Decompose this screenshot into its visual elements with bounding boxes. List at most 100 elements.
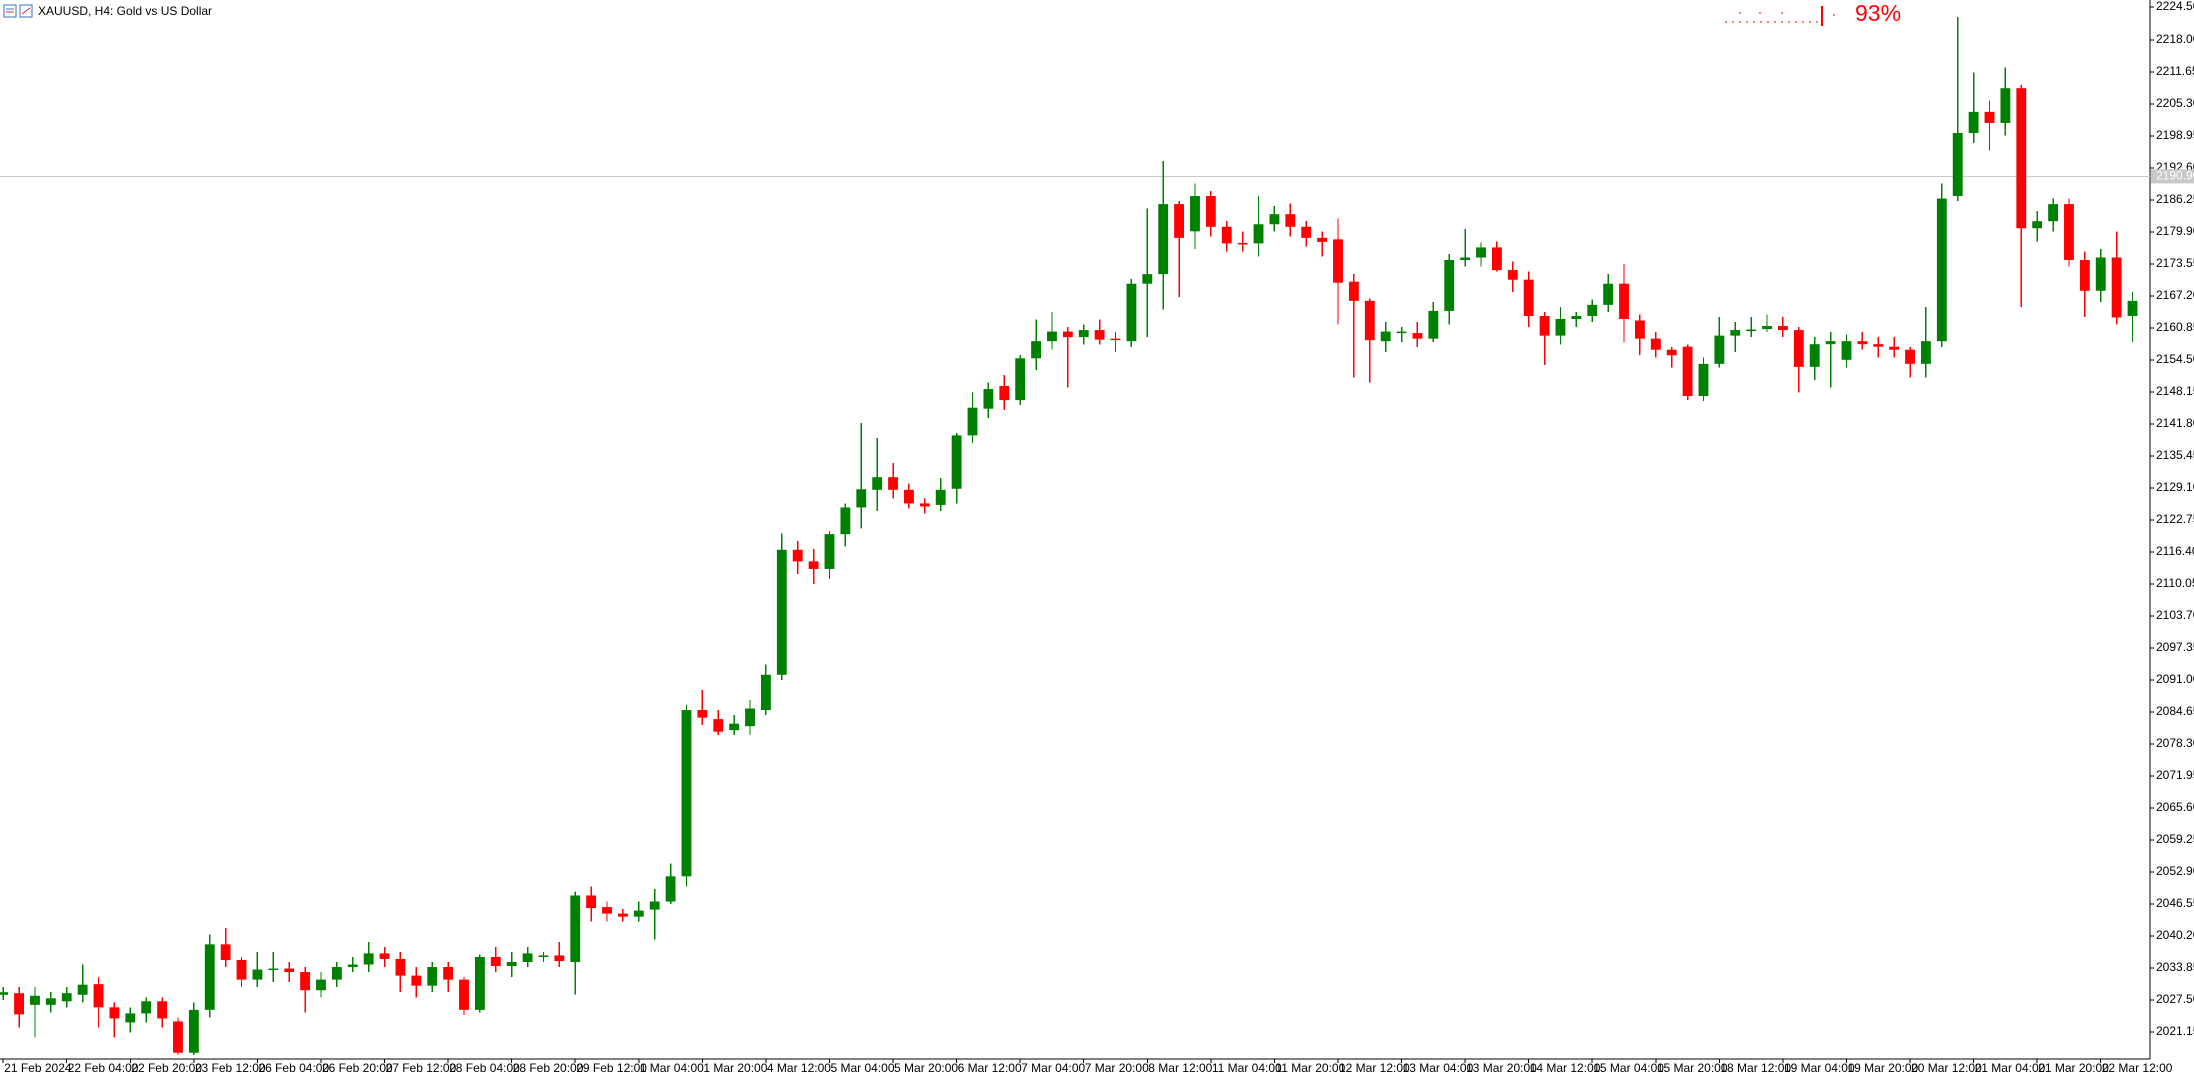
- candle-body: [1491, 247, 1502, 271]
- candle-body: [252, 969, 263, 980]
- candle-body: [347, 964, 358, 968]
- x-tick-label: 11 Mar 20:00: [1275, 1061, 1345, 1075]
- x-tick-label: 22 Feb 04:00: [68, 1061, 139, 1075]
- candle-body: [1333, 239, 1343, 283]
- candle-body: [1619, 283, 1629, 319]
- y-tick-label: 2167.20: [2156, 288, 2194, 302]
- candle-body: [1460, 257, 1471, 261]
- candle-body: [522, 953, 533, 962]
- candle-body: [2016, 88, 2027, 229]
- y-tick-label: 2160.85: [2156, 320, 2194, 334]
- candle-body: [1587, 304, 1598, 316]
- candle-body: [617, 913, 628, 917]
- candle-body: [1348, 281, 1359, 301]
- candle-body: [1062, 331, 1073, 338]
- x-tick-label: 21 Mar 20:00: [2038, 1061, 2109, 1075]
- y-tick-label: 2186.25: [2156, 192, 2194, 206]
- x-tick-label: 28 Feb 20:00: [513, 1061, 584, 1075]
- y-tick-label: 2218.00: [2156, 32, 2194, 46]
- candle-body: [443, 967, 454, 980]
- candle-body: [1730, 330, 1741, 336]
- x-tick-label: 28 Feb 04:00: [449, 1061, 520, 1075]
- candle-body: [1936, 198, 1947, 342]
- candle-body: [554, 955, 565, 961]
- candle-body: [204, 944, 215, 1010]
- candle-body: [808, 561, 819, 569]
- y-tick-label: 2078.30: [2156, 736, 2194, 750]
- x-tick-label: 20 Mar 12:00: [1911, 1061, 1982, 1075]
- y-tick-label: 2148.15: [2156, 384, 2194, 398]
- candle-body: [30, 995, 40, 1005]
- x-tick-label: 21 Feb 2024: [4, 1061, 72, 1075]
- y-tick-label: 2211.65: [2156, 64, 2194, 78]
- candle-body: [1714, 335, 1725, 364]
- candle-body: [1078, 330, 1089, 338]
- candle-body: [1031, 341, 1041, 359]
- symbol-icon: [3, 4, 33, 18]
- candle-body: [1094, 330, 1105, 340]
- candle-body: [1889, 346, 1900, 350]
- candle-body: [1047, 331, 1057, 342]
- candle-body: [888, 477, 898, 490]
- y-tick-label: 2021.15: [2156, 1024, 2194, 1038]
- candle-body: [1126, 283, 1137, 342]
- candle-body: [300, 972, 311, 991]
- y-tick-label: 2091.00: [2156, 672, 2194, 686]
- x-tick-label: 22 Feb 20:00: [131, 1061, 202, 1075]
- candle-body: [1364, 300, 1375, 341]
- candle-body: [729, 723, 740, 731]
- candle-body: [109, 1007, 120, 1019]
- x-tick-label: 23 Feb 12:00: [195, 1061, 266, 1075]
- candle-body: [2079, 260, 2090, 291]
- candle-body: [999, 386, 1010, 401]
- candle-body: [1778, 326, 1788, 331]
- x-tick-label: 6 Mar 12:00: [958, 1061, 1022, 1075]
- candle-body: [776, 549, 787, 675]
- candle-body: [331, 967, 342, 980]
- y-tick-label: 2110.05: [2156, 576, 2194, 590]
- candle-body: [586, 895, 597, 909]
- candle-body: [1174, 204, 1185, 238]
- candle-body: [904, 489, 914, 504]
- candle-body: [157, 1001, 168, 1019]
- candle-body: [125, 1013, 136, 1023]
- candle-body: [459, 979, 469, 1010]
- y-tick-label: 2122.75: [2156, 512, 2194, 526]
- x-tick-label: 13 Mar 04:00: [1403, 1061, 1474, 1075]
- y-tick-label: 2198.95: [2156, 128, 2194, 142]
- candle-body: [697, 710, 708, 718]
- candle-body: [2032, 221, 2043, 229]
- candle-body: [0, 992, 9, 995]
- candle-body: [2127, 300, 2138, 316]
- y-tick-label: 2027.50: [2156, 992, 2194, 1006]
- y-tick-label: 2059.25: [2156, 832, 2194, 846]
- candle-body: [1301, 226, 1312, 238]
- y-tick-label: 2179.90: [2156, 224, 2194, 238]
- y-tick-label: 2116.40: [2156, 544, 2194, 558]
- x-tick-label: 7 Mar 04:00: [1021, 1061, 1085, 1075]
- candle-body: [681, 710, 692, 877]
- candle-body: [649, 901, 660, 910]
- candle-body: [1539, 315, 1550, 336]
- candle-body: [713, 719, 724, 732]
- candle-body: [1444, 260, 1455, 311]
- candle-body: [1190, 196, 1200, 232]
- candle-body: [316, 979, 326, 991]
- x-tick-label: 1 Mar 20:00: [703, 1061, 767, 1075]
- x-tick-label: 13 Mar 20:00: [1466, 1061, 1537, 1075]
- x-tick-label: 5 Mar 20:00: [894, 1061, 958, 1075]
- y-tick-label: 2135.45: [2156, 448, 2194, 462]
- candle-body: [2000, 88, 2011, 123]
- candle-body: [1634, 320, 1645, 339]
- candle-body: [506, 961, 517, 967]
- y-tick-label: 2141.80: [2156, 416, 2194, 430]
- candle-body: [1905, 349, 1915, 364]
- candle-body: [1857, 341, 1868, 345]
- price-line-label: 2190.90: [2156, 169, 2194, 183]
- x-tick-label: 8 Mar 12:00: [1148, 1061, 1212, 1075]
- y-tick-label: 2084.65: [2156, 704, 2194, 718]
- candle-body: [1221, 226, 1232, 244]
- candle-body: [872, 477, 883, 490]
- candle-body: [61, 993, 72, 1002]
- candle-body: [983, 389, 994, 409]
